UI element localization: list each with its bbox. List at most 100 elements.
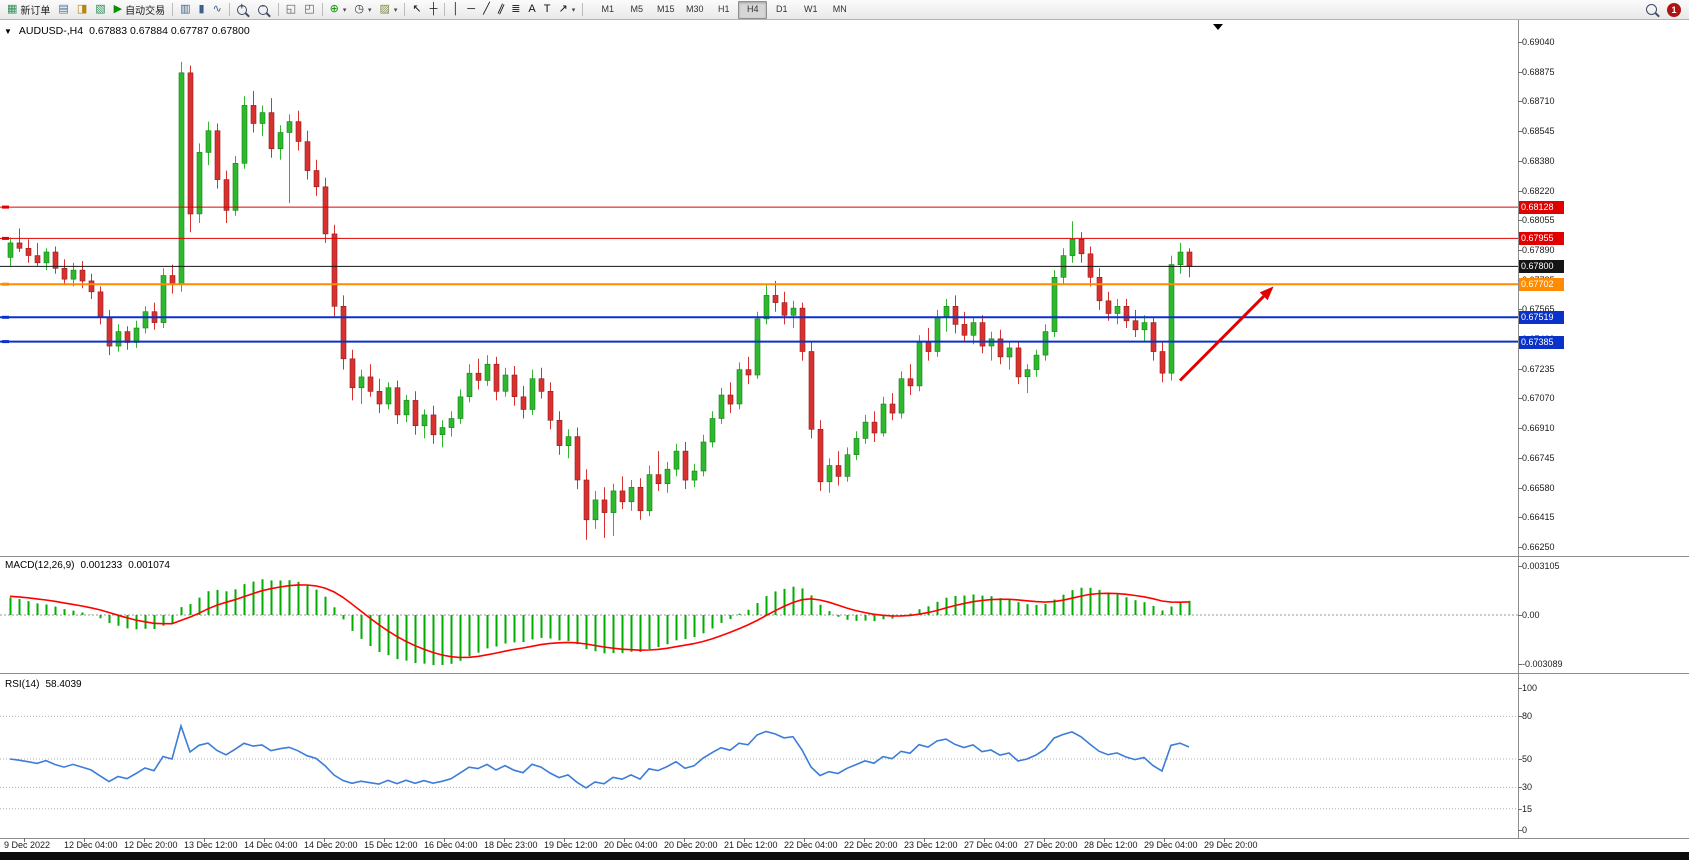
price-axis-label: 0.67400 [1522, 334, 1555, 345]
data-window-icon[interactable]: ▧ [91, 0, 109, 19]
bar-chart-icon[interactable]: ▥ [176, 0, 194, 19]
text-label-icon: T [543, 3, 551, 15]
macd-signal-line [9, 584, 1190, 659]
fibonacci-icon: ≣ [511, 3, 521, 15]
price-axis-label: 0.67565 [1522, 304, 1555, 315]
timeframe-toolbar: M1 M5 M15 M30 H1 H4 D1 W1 MN [593, 0, 854, 19]
dropdown-caret-icon[interactable]: ▾ [342, 6, 347, 14]
profiles-icon[interactable]: ◨ [73, 0, 91, 19]
price-axis-label: 0.68875 [1522, 66, 1555, 77]
price-axis-label: 0.67890 [1522, 244, 1555, 255]
toolbar-separator [582, 3, 584, 16]
macd-histogram [9, 579, 1191, 666]
price-scale-border[interactable] [1518, 20, 1519, 838]
trend-arrow[interactable] [1178, 286, 1274, 382]
time-axis-label: 18 Dec 23:00 [484, 840, 538, 850]
timeframe-button-M5[interactable]: M5 [630, 3, 643, 14]
cursor-icon[interactable]: ↖ [408, 0, 425, 19]
dropdown-caret-icon[interactable]: ▾ [393, 6, 398, 14]
autotrading-button[interactable]: ▶ 自动交易 [110, 0, 169, 19]
line-left-mark [2, 340, 9, 344]
trendline-icon: ╱ [483, 3, 490, 15]
cursor-icon: ↖ [412, 3, 422, 15]
text-icon[interactable]: A [524, 0, 539, 19]
timeframe-button-H1[interactable]: H1 [717, 3, 730, 14]
rsi-scale-label: 100 [1522, 683, 1538, 693]
horizontal-line-icon[interactable]: ─ [463, 0, 479, 19]
equidistant-channel-icon[interactable]: ∥ [494, 0, 508, 19]
rsi-line [9, 723, 1190, 789]
macd-scale-label: 0.00 [1522, 610, 1540, 620]
periods-icon[interactable]: ◷ ▾ [350, 0, 375, 19]
timeframe-button-D1[interactable]: D1 [775, 3, 788, 14]
timeframe-button-W1[interactable]: W1 [803, 3, 818, 14]
cascade-windows-icon[interactable]: ◰ [300, 0, 318, 19]
time-axis-label: 14 Dec 04:00 [244, 840, 298, 850]
chart-shift-marker-icon[interactable] [1213, 24, 1223, 30]
new-order-button[interactable]: ▦ 新订单 [3, 0, 54, 19]
panel-splitter-macd-rsi[interactable] [0, 673, 1689, 674]
time-axis-label: 14 Dec 20:00 [304, 840, 358, 850]
candlestick-chart-icon[interactable]: ▮ [195, 0, 209, 19]
timeframe-button-M1[interactable]: M1 [601, 3, 614, 14]
time-axis-label: 12 Dec 04:00 [64, 840, 118, 850]
zoom-in-icon[interactable]: + [233, 0, 254, 19]
price-axis-label: 0.68710 [1522, 96, 1555, 107]
horizontal-line-icon: ─ [467, 3, 476, 15]
vertical-line-icon: │ [452, 3, 460, 15]
time-axis-label: 20 Dec 04:00 [604, 840, 658, 850]
toolbar-left-group: ▦ 新订单 ▤ ◨ ▧ ▶ 自动交易 ▥ ▮ ∿ + − ◱ ◰ ⊕ ▾ ◷ ▾ ▨ ▾ ↖ ┼ │ ─ ╱ ∥ ≣ A T ↗ ▾ [3, 0, 586, 19]
indicators-icon[interactable]: ⊕ ▾ [326, 0, 351, 19]
toolbar-separator [277, 3, 279, 16]
autotrading-label: 自动交易 [125, 6, 166, 17]
candlestick-chart-icon: ▮ [198, 3, 205, 15]
line-left-mark [2, 205, 9, 209]
timeframe-button-H4[interactable]: H4 [738, 0, 768, 19]
templates-icon: ▨ [379, 3, 390, 15]
chart-window-icon[interactable]: ▤ [54, 0, 72, 19]
line-chart-icon[interactable]: ∿ [209, 0, 226, 19]
timeframe-button-M15[interactable]: M15 [656, 3, 675, 14]
autotrading-icon: ▶ [113, 3, 123, 15]
zoom-out-icon[interactable]: − [254, 0, 275, 19]
timeframe-button-MN[interactable]: MN [832, 3, 847, 14]
chart-ohlc-values: 0.67883 0.67884 0.67787 0.67800 [89, 25, 250, 37]
price-axis-label: 0.68055 [1522, 215, 1555, 226]
dropdown-caret-icon[interactable]: ▾ [571, 6, 576, 14]
price-axis-label: 0.68545 [1522, 126, 1555, 137]
notification-badge[interactable]: 1 [1667, 2, 1681, 17]
timeframe-button-M30[interactable]: M30 [685, 3, 704, 14]
price-chart-canvas[interactable] [0, 20, 1518, 556]
time-axis-label: 9 Dec 2022 [4, 840, 51, 850]
macd-panel-canvas[interactable] [0, 558, 1518, 672]
hline-price-badge: 0.67800 [1519, 260, 1564, 274]
equidistant-channel-icon: ∥ [495, 2, 506, 16]
rsi-scale-label: 15 [1522, 803, 1533, 814]
price-axis-label: 0.67070 [1522, 393, 1555, 404]
price-axis-label: 0.66910 [1522, 423, 1555, 434]
hline-price-badge: 0.68128 [1519, 201, 1564, 215]
rsi-panel-canvas[interactable] [0, 676, 1518, 838]
chart-menu-icon[interactable]: ▼ [4, 27, 12, 36]
line-chart-icon: ∿ [212, 3, 222, 15]
macd-name: MACD(12,26,9) [5, 560, 75, 571]
trendline-icon[interactable]: ╱ [479, 0, 494, 19]
templates-icon[interactable]: ▨ ▾ [375, 0, 401, 19]
search-icon[interactable] [1646, 4, 1657, 15]
vertical-line-icon[interactable]: │ [448, 0, 463, 19]
tile-windows-icon[interactable]: ◱ [282, 0, 300, 19]
fibonacci-icon[interactable]: ≣ [507, 0, 524, 19]
panel-splitter-main-macd[interactable] [0, 556, 1689, 557]
dropdown-caret-icon[interactable]: ▾ [367, 6, 372, 14]
time-axis-label: 23 Dec 12:00 [904, 840, 958, 850]
price-axis-label: 0.66415 [1522, 512, 1555, 523]
rsi-value: 58.4039 [45, 679, 82, 690]
new-order-label: 新订单 [20, 6, 51, 17]
crosshair-icon[interactable]: ┼ [426, 0, 442, 19]
macd-scale-label: 0.003105 [1522, 561, 1560, 571]
time-axis-label: 16 Dec 04:00 [424, 840, 478, 850]
profiles-icon: ◨ [76, 3, 88, 15]
arrows-icon[interactable]: ↗ ▾ [554, 0, 579, 19]
text-label-icon[interactable]: T [540, 0, 555, 19]
time-axis-label: 12 Dec 20:00 [124, 840, 178, 850]
